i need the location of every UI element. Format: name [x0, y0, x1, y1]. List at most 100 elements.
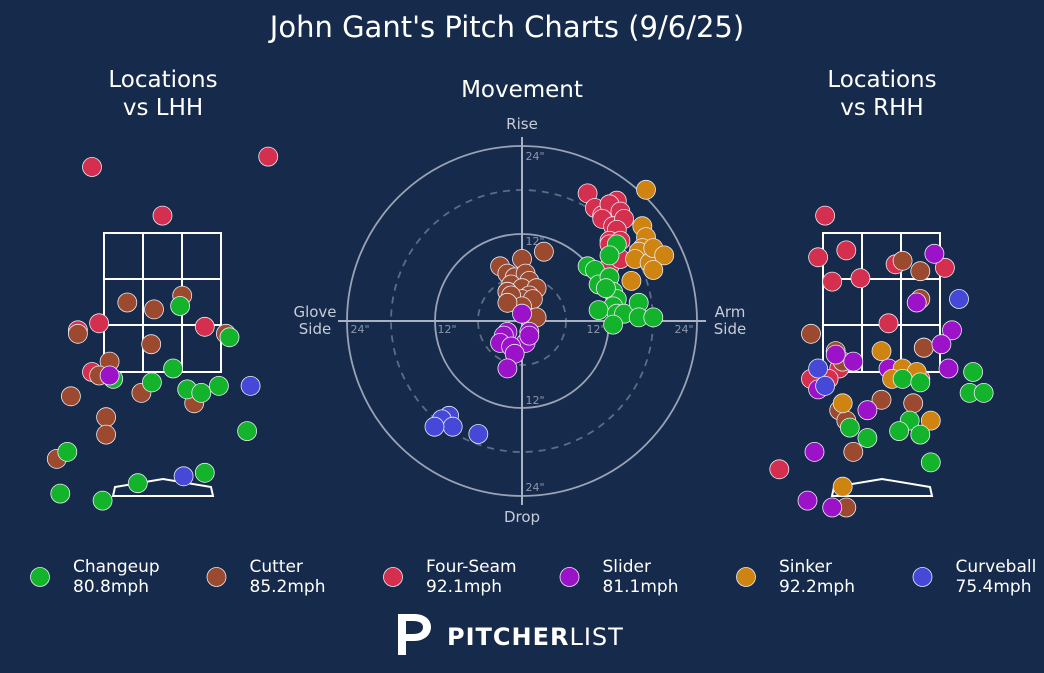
movement-label-arm-2: Side: [714, 320, 746, 338]
movement-point-sinker-8: [654, 245, 675, 266]
legend-marker-slider: [559, 567, 580, 587]
rhh-point-curveball-0: [949, 289, 969, 309]
rhh-point-changeup-1: [910, 372, 931, 393]
ring-label-right-24: 24": [674, 323, 693, 336]
pitcherlist-logo-icon: [398, 614, 431, 655]
movement-label-glove-2: Side: [299, 320, 331, 338]
rhh-point-slider-11: [797, 490, 818, 511]
lhh-point-changeup-11: [127, 473, 148, 494]
lhh-title-line1: Locations: [108, 67, 217, 93]
rhh-point-sinker-4: [832, 393, 853, 414]
rhh-point-slider-10: [804, 441, 825, 462]
movement-point-slider-0: [512, 303, 532, 324]
pitcherlist-logo: PITCHERLIST: [398, 614, 624, 655]
legend-speed-slider: 81.1mph: [603, 577, 679, 597]
rhh-point-cutter-3: [801, 323, 821, 344]
rhh-point-changeup-4: [973, 382, 994, 403]
movement-title: Movement: [461, 77, 583, 103]
rhh-point-cutter-0: [892, 250, 913, 271]
rhh-point-four-seam-1: [808, 247, 828, 268]
rhh-point-four-seam-7: [878, 313, 899, 334]
lhh-point-changeup-3: [141, 372, 162, 393]
ring-label-left-12: 12": [437, 323, 456, 336]
rhh-point-four-seam-3: [822, 271, 843, 292]
rhh-point-changeup-6: [839, 417, 860, 438]
lhh-point-four-seam-1: [258, 146, 279, 167]
rhh-point-sinker-0: [871, 341, 892, 362]
movement-point-changeup-15: [643, 307, 664, 328]
brand-bold: PITCHER: [447, 623, 569, 651]
pitcherlist-logo-text: PITCHERLIST: [447, 623, 624, 651]
movement-label-arm-1: Arm: [715, 303, 746, 321]
rhh-point-slider-2: [942, 320, 962, 341]
chart-title: John Gant's Pitch Charts (9/6/25): [268, 10, 744, 44]
legend-speed-four-seam: 92.1mph: [426, 577, 502, 597]
legend-marker-cutter: [206, 567, 227, 587]
rhh-panel: Locations vs RHH: [769, 67, 994, 518]
lhh-title-line2: vs LHH: [123, 95, 203, 121]
movement-point-curveball-3: [424, 416, 445, 437]
rhh-point-sinker-6: [832, 476, 853, 497]
movement-point-changeup-8: [596, 278, 616, 299]
movement-point-slider-9: [497, 358, 518, 379]
rhh-title-line2: vs RHH: [840, 95, 923, 121]
lhh-point-cutter-3: [68, 323, 88, 344]
lhh-point-four-seam-4: [194, 316, 215, 337]
legend-marker-curveball: [912, 567, 933, 587]
rhh-point-four-seam-6: [935, 257, 955, 278]
ring-label-left-24: 24": [350, 323, 369, 336]
lhh-point-changeup-6: [208, 375, 229, 396]
rhh-point-changeup-8: [889, 421, 909, 442]
lhh-point-cutter-9: [61, 386, 81, 407]
lhh-point-four-seam-0: [82, 157, 102, 177]
rhh-point-slider-3: [931, 334, 952, 355]
lhh-points: [46, 146, 279, 511]
ring-label-top-24: 24": [525, 150, 544, 163]
lhh-point-changeup-1: [219, 327, 240, 348]
rhh-point-changeup-0: [892, 368, 913, 389]
legend-marker-changeup: [30, 567, 50, 587]
legend-marker-four-seam: [383, 567, 403, 587]
rhh-point-cutter-9: [871, 389, 892, 410]
lhh-point-changeup-9: [57, 441, 78, 462]
movement-point-changeup-10: [588, 300, 609, 321]
lhh-point-changeup-10: [194, 462, 215, 483]
movement-label-drop: Drop: [504, 508, 540, 526]
lhh-point-four-seam-2: [152, 205, 173, 226]
legend-pitch-curveball: Curveball: [956, 557, 1037, 577]
rhh-point-cutter-10: [903, 393, 924, 414]
lhh-home-plate: [111, 477, 215, 497]
movement-point-cutter-17: [497, 292, 518, 313]
rhh-points: [769, 205, 994, 518]
lhh-point-changeup-0: [170, 296, 191, 316]
movement-panel: Movement Rise Drop Glove Side Arm Side 2…: [293, 77, 746, 526]
rhh-point-changeup-7: [857, 428, 878, 448]
lhh-point-changeup-8: [237, 421, 258, 442]
rhh-point-slider-4: [825, 344, 846, 365]
movement-point-changeup-1: [599, 245, 620, 266]
rhh-point-cutter-1: [910, 261, 931, 282]
movement-point-changeup-16: [603, 314, 623, 335]
movement-points: [424, 179, 675, 444]
rhh-point-slider-9: [857, 400, 878, 421]
lhh-point-curveball-0: [240, 375, 261, 396]
lhh-point-changeup-5: [191, 382, 212, 403]
rhh-point-four-seam-13: [769, 459, 790, 480]
rhh-point-four-seam-2: [836, 240, 857, 261]
rhh-point-curveball-1: [808, 358, 828, 379]
brand-light: LIST: [569, 623, 623, 651]
lhh-point-cutter-11: [96, 407, 116, 428]
rhh-point-slider-0: [924, 243, 945, 264]
rhh-point-slider-5: [843, 351, 864, 372]
ring-label-bottom-24: 24": [525, 481, 544, 494]
legend-pitch-changeup: Changeup: [73, 557, 160, 577]
movement-label-rise: Rise: [506, 115, 538, 133]
movement-point-slider-7: [519, 325, 540, 346]
rhh-point-slider-7: [938, 358, 959, 379]
rhh-point-sinker-5: [920, 410, 941, 431]
lhh-point-cutter-12: [96, 424, 116, 445]
